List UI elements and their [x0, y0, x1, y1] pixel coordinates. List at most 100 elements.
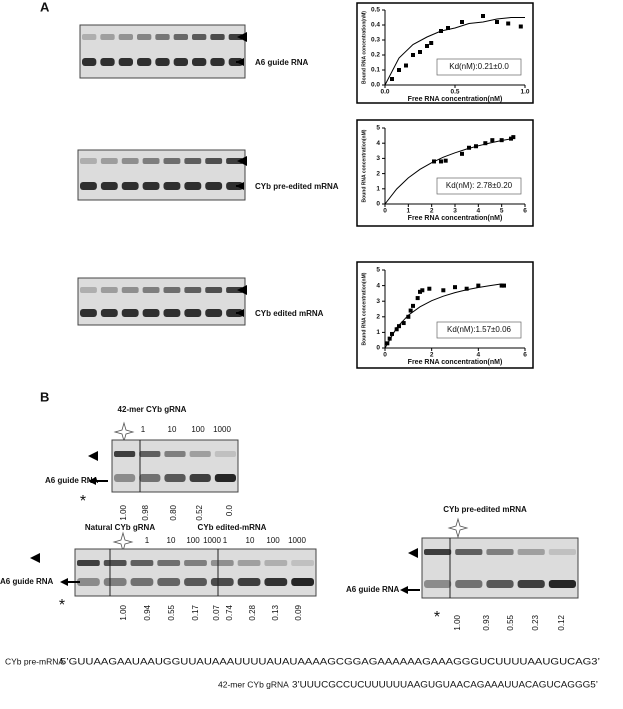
gel-label: CYb edited mRNA	[255, 309, 324, 318]
annotation-box	[436, 177, 522, 195]
x-tick-label: 2	[430, 208, 434, 215]
gel-image	[74, 548, 317, 597]
fraction-value: 0.52	[195, 504, 204, 520]
panel-label: A	[40, 0, 50, 14]
gel-band	[214, 451, 236, 457]
gel-band	[100, 34, 115, 40]
data-point	[418, 289, 422, 294]
annotation-box	[436, 321, 522, 339]
y-tick-label: 0.5	[371, 7, 380, 14]
data-point	[390, 77, 394, 81]
gel-band	[548, 549, 576, 555]
gel-band	[184, 182, 202, 190]
data-point	[460, 20, 464, 24]
gel-band	[164, 474, 186, 482]
data-point	[467, 145, 471, 150]
gel-band	[228, 58, 243, 66]
gel-label: A6 guide RNA	[255, 58, 309, 67]
gel-band	[486, 580, 514, 588]
gel-band	[80, 158, 97, 164]
fraction-value: 0.55	[506, 614, 515, 630]
gel-band	[226, 287, 243, 293]
y-axis-label: Bound RNA concentration(nM)	[361, 272, 367, 345]
x-tick-label: 1	[407, 208, 411, 215]
gel-band	[139, 451, 161, 457]
x-tick-label: 0.0	[380, 89, 389, 96]
gel-title: CYb edited-mRNA	[198, 523, 267, 532]
data-point	[460, 151, 464, 156]
y-axis-label: Bound RNA concentration(nM)	[361, 11, 367, 84]
gel-band	[118, 58, 133, 66]
gel-band	[486, 549, 514, 555]
arrow-head	[60, 578, 68, 586]
gel-band	[210, 58, 225, 66]
gel-band	[192, 58, 207, 66]
y-tick-label: 0.2	[371, 52, 380, 59]
fraction-value: 0.07	[212, 604, 221, 620]
gel-band	[455, 580, 483, 588]
annotation: Kd(nM):0.21±0.0	[449, 62, 509, 71]
gel-band	[82, 58, 97, 66]
gel-image	[421, 537, 579, 599]
y-tick-label: 3	[376, 155, 380, 162]
star-icon	[113, 421, 135, 443]
y-axis-label: Bound RNA concentration(nM)	[361, 129, 367, 202]
data-point	[385, 341, 390, 346]
gel-band	[264, 578, 288, 586]
gel-band	[189, 451, 211, 457]
asterisk: *	[80, 493, 86, 510]
x-tick-label: 4	[477, 208, 481, 215]
fraction-value: 1.00	[119, 504, 128, 520]
annotation-box	[436, 58, 522, 76]
panel-label: B	[40, 389, 49, 404]
gel-band	[184, 309, 202, 317]
gel-band	[548, 580, 576, 588]
fit-curve	[384, 283, 502, 349]
arrow-head	[88, 477, 96, 485]
y-tick-label: 0.0	[371, 82, 380, 89]
data-point	[411, 303, 415, 308]
y-tick-label: 5	[376, 125, 380, 132]
gel-band	[80, 182, 97, 190]
data-point	[453, 285, 457, 290]
data-point	[390, 331, 394, 336]
fraction-value: 0.12	[557, 614, 566, 630]
gel-band	[100, 287, 118, 293]
gel-band	[184, 158, 202, 164]
gel-band	[189, 474, 211, 482]
gel-band	[142, 182, 160, 190]
gel-band	[228, 34, 243, 40]
data-point	[432, 159, 436, 164]
fraction-value: 0.23	[531, 614, 540, 630]
gel-band	[226, 309, 243, 317]
arrowhead	[237, 156, 247, 166]
fraction-value: 0.98	[141, 504, 150, 520]
star-icon	[112, 531, 134, 553]
gel-band	[184, 287, 202, 293]
data-point	[418, 50, 422, 54]
arrow-head	[236, 182, 244, 190]
gel-band	[291, 560, 314, 566]
data-point	[439, 29, 443, 33]
fraction-value: 0.28	[248, 604, 257, 620]
chart-frame	[356, 119, 534, 227]
fraction-value: 0.93	[482, 614, 491, 630]
data-point	[518, 24, 523, 29]
fraction-value: 0.17	[191, 604, 200, 620]
y-tick-label: 1	[376, 186, 380, 193]
star-icon	[447, 517, 469, 539]
x-tick-label: 6	[523, 208, 527, 215]
data-point	[387, 336, 392, 341]
x-tick-label: 6	[523, 352, 527, 359]
y-tick-label: 2	[376, 314, 380, 321]
data-point	[439, 159, 443, 164]
x-axis-label: Free RNA concentration(nM)	[408, 359, 503, 366]
data-point	[474, 144, 478, 149]
data-point	[406, 314, 411, 319]
gel-band	[139, 474, 161, 482]
gel-band	[82, 34, 97, 40]
gel-band	[517, 580, 545, 588]
arrowhead	[30, 553, 40, 563]
x-axis-label: Free RNA concentration(nM)	[408, 215, 503, 222]
data-point	[490, 138, 495, 143]
